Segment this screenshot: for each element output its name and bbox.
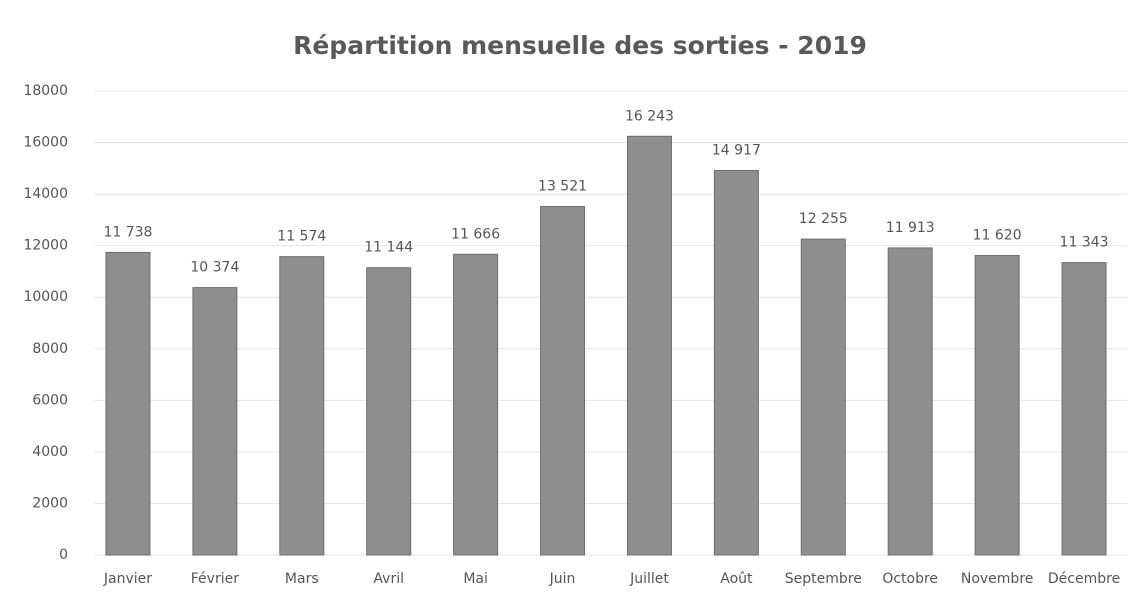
y-tick-label: 14000 [23,186,68,202]
bar [192,287,238,556]
bar [105,251,151,556]
x-tick-label: Avril [373,571,404,587]
value-label: 13 521 [538,178,587,194]
chart-title: Répartition mensuelle des sorties - 2019 [293,31,867,60]
bar [279,256,325,556]
bar [1061,262,1107,556]
y-tick-label: 16000 [23,135,68,151]
y-tick-label: 8000 [32,341,68,357]
x-tick-label: Octobre [882,571,938,587]
x-tick-label: Juillet [629,571,669,587]
y-tick-label: 18000 [23,83,68,99]
bar [713,169,759,556]
y-tick-label: 4000 [32,444,68,460]
value-label: 11 738 [103,224,152,240]
x-tick-label: Janvier [103,571,152,587]
value-label: 11 913 [886,220,935,236]
bar [626,135,672,556]
x-tick-label: Mars [285,571,319,587]
x-tick-label: Septembre [785,571,862,587]
value-label: 12 255 [799,211,848,227]
value-label: 11 574 [277,229,326,245]
bar [800,238,846,556]
value-label: 11 343 [1060,235,1109,251]
value-label: 16 243 [625,108,674,124]
x-tick-label: Février [191,571,239,587]
x-tick-label: Décembre [1048,571,1120,587]
x-tick-label: Juin [549,571,576,587]
value-label: 11 620 [973,227,1022,243]
y-tick-label: 6000 [32,392,68,408]
value-label: 11 144 [364,240,413,256]
x-tick-label: Août [720,571,753,587]
value-label: 14 917 [712,142,761,158]
x-tick-label: Mai [463,571,488,587]
value-label: 11 666 [451,226,500,242]
y-tick-label: 10000 [23,289,68,305]
bar [974,254,1020,556]
bar [453,253,499,556]
y-tick-label: 2000 [32,495,68,511]
bar [540,205,586,556]
value-label: 10 374 [190,260,239,276]
bar [366,267,412,556]
y-tick-label: 0 [59,547,68,563]
bar [887,247,933,556]
x-tick-label: Novembre [961,571,1034,587]
y-tick-label: 12000 [23,238,68,254]
